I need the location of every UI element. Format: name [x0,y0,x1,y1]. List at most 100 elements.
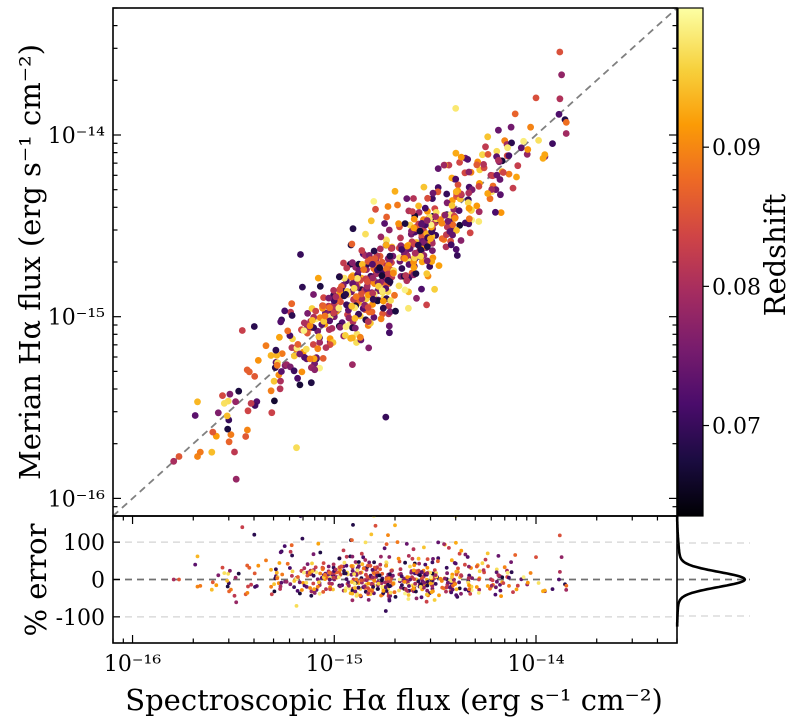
main-point [507,123,515,131]
residual-point [358,593,363,598]
main-point [495,126,502,134]
main-point [444,217,452,225]
main-point [484,133,492,141]
main-point [232,475,240,483]
main-point [350,284,358,292]
residual-point [493,592,498,597]
main-point [562,119,570,126]
residual-point [453,561,458,566]
main-point [482,143,489,151]
residual-point [370,575,375,580]
residual-point [418,585,423,589]
residual-point [488,586,492,591]
residual-point [400,583,404,587]
residual-point [343,588,348,593]
main-point [427,235,434,243]
main-point [244,426,251,434]
main-point [322,344,330,351]
main-point [310,291,317,298]
main-point [415,202,422,210]
residual-point [274,567,278,572]
main-point [312,307,320,315]
residual-point [315,584,320,589]
residual-point [361,555,366,560]
residual-point [349,564,354,568]
residual-point [411,547,416,552]
main-point [493,147,501,155]
residual-point [233,575,238,580]
residual-point [489,583,494,588]
residual-point [470,576,474,580]
error-kde-curve [675,515,747,627]
residual-point [310,561,314,566]
residual-point [368,563,373,568]
main-point [251,373,259,380]
residual-point [309,593,314,598]
main-point [378,272,386,279]
residual-point [336,575,341,580]
main-point [371,255,379,262]
residual-point [384,542,389,546]
residual-point [397,588,401,593]
residual-point [330,581,334,586]
residual-point [550,587,555,591]
residual-point [536,581,541,585]
residual-point [383,585,388,590]
residual-point [454,587,459,592]
residual-point [353,586,357,590]
main-point [440,161,448,169]
residual-point [314,570,319,575]
residual-point [302,566,307,571]
residual-point [557,577,561,582]
main-point [306,322,314,330]
main-point [191,412,199,419]
main-point [513,173,520,181]
residual-point [288,549,293,554]
main-point [402,272,410,279]
main-point [451,215,459,222]
residual-point [387,555,392,559]
main-point [277,318,285,326]
main-point [309,341,317,348]
main-point [376,245,384,253]
residual-point [327,577,332,582]
main-point [294,341,302,348]
residual-point [253,585,257,589]
main-point [392,307,399,315]
residual-point [383,609,388,613]
main-point [398,265,406,272]
residual-point [366,581,371,586]
main-point [465,204,473,212]
main-point [381,220,388,227]
residual-point [284,579,289,584]
residual-point [418,573,422,578]
residual-point [477,577,481,582]
main-point [273,351,281,359]
residual-point [292,579,297,583]
main-point [369,274,377,282]
main-point [284,327,292,335]
main-point [296,381,304,389]
residual-point [309,589,314,594]
main-point [414,241,422,249]
residual-point [380,578,384,583]
residual-point [343,571,348,576]
main-point [348,302,356,310]
residual-point [451,577,456,582]
main-point [273,361,281,369]
main-point [514,162,522,170]
residual-point [209,587,214,592]
redshift-colorbar: 0.07 0.08 0.09 Redshift [677,7,792,517]
residual-point [449,558,454,563]
residual-point [289,543,294,548]
residual-point [321,561,326,565]
residual-point [419,570,424,574]
residual-point [249,582,254,587]
residual-point [371,570,376,575]
residual-point [256,563,261,568]
residual-point [302,570,306,575]
residual-point [382,546,387,551]
residual-point [375,570,380,575]
residual-point [367,560,372,565]
colorbar-tick-label: 0.07 [712,415,761,440]
